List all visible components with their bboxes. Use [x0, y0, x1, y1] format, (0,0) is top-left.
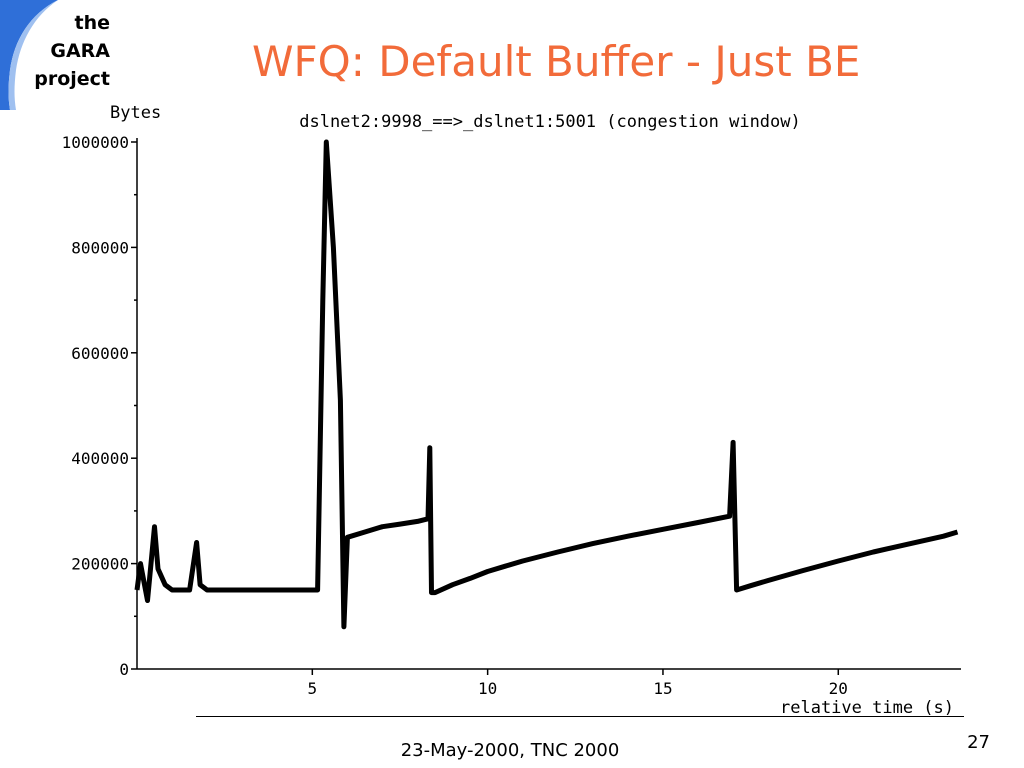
x-tick-label: 15 — [653, 679, 672, 698]
y-ticks: 0 200000 400000 600000 800000 1000000 — [62, 133, 137, 679]
y-tick-label: 0 — [119, 660, 129, 679]
congestion-window-line — [134, 139, 959, 630]
y-axis-label: Bytes — [110, 103, 161, 123]
logo-text-project: project — [34, 68, 110, 90]
x-tick-label: 5 — [307, 679, 317, 698]
series-layer — [134, 139, 959, 630]
footer-text: 23-May-2000, TNC 2000 — [400, 740, 620, 761]
x-axis-label: relative time (s) — [780, 698, 954, 718]
logo-swoosh — [0, 0, 58, 110]
footer-rule — [196, 716, 964, 717]
x-tick-label: 10 — [478, 679, 497, 698]
y-tick-label: 800000 — [71, 238, 129, 257]
logo-text-the: the — [74, 12, 111, 34]
logo-text-gara: GARA — [50, 40, 110, 62]
slide-number: 27 — [967, 732, 990, 753]
y-tick-label: 1000000 — [62, 133, 129, 152]
chart-title: dslnet2:9998_==>_dslnet1:5001 (congestio… — [299, 112, 801, 132]
y-tick-label: 600000 — [71, 344, 129, 363]
y-tick-label: 200000 — [71, 555, 129, 574]
slide-title: WFQ: Default Buffer - Just BE — [252, 37, 861, 86]
y-tick-label: 400000 — [71, 449, 129, 468]
x-ticks: 5 10 15 20 — [307, 669, 848, 698]
x-tick-label: 20 — [829, 679, 848, 698]
